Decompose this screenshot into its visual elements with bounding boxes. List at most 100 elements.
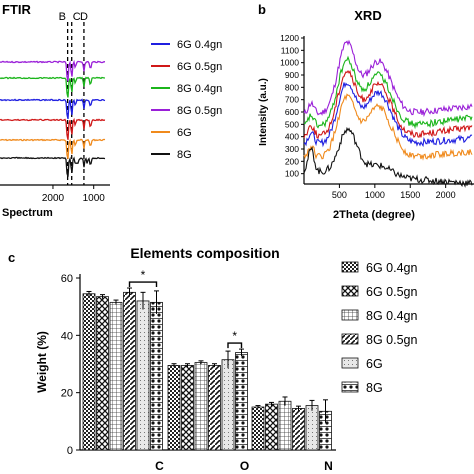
- xrd-y-tick-label: 1100: [281, 45, 300, 55]
- ftir-legend-label: 8G 0.5gn: [177, 105, 222, 117]
- legend-label: 6G 0.5gn: [366, 285, 417, 299]
- ftir-series-line: [0, 98, 106, 120]
- legend-swatch: [341, 333, 359, 345]
- significance-star: *: [141, 268, 146, 282]
- xrd-series-line: [303, 69, 473, 139]
- ftir-series-line: [0, 138, 106, 160]
- xrd-series-line: [303, 55, 473, 130]
- ftir-legend-label: 6G 0.4gn: [177, 39, 222, 51]
- elements-y-tick-label: 60: [61, 273, 73, 285]
- bar: [181, 365, 194, 451]
- xrd-y-tick-label: 300: [285, 144, 299, 154]
- ftir-series-line: [0, 117, 106, 140]
- elements-y-tick-label: 0: [67, 445, 73, 457]
- category-label: N: [324, 459, 333, 473]
- xrd-x-tick-label: 500: [332, 190, 347, 200]
- xrd-y-tick-label: 100: [285, 169, 299, 179]
- xrd-y-label: Intensity (a.u.): [258, 78, 269, 146]
- ftir-legend-label: 6G: [177, 127, 192, 139]
- xrd-y-tick-label: 400: [285, 132, 299, 142]
- elements-significance: **: [128, 268, 243, 349]
- bar: [251, 406, 265, 451]
- xrd-series-line: [303, 93, 473, 161]
- bar: [265, 403, 278, 451]
- xrd-y-tick-label: 900: [285, 70, 299, 80]
- panel-c-label: c: [8, 250, 15, 265]
- legend-swatch: [341, 381, 359, 393]
- bar: [123, 291, 136, 451]
- legend-swatch: [341, 357, 359, 369]
- ftir-x-label: Spectrum: [2, 207, 53, 219]
- significance-star: *: [232, 329, 237, 343]
- ftir-series-line: [0, 156, 106, 177]
- significance-bracket: [227, 342, 243, 349]
- xrd-panel: b XRD 100 200 300 400 500 600 700 800 900 1000 110…: [258, 2, 474, 221]
- ftir-legend-label: 8G: [177, 149, 192, 161]
- bar: [208, 365, 221, 451]
- xrd-title: XRD: [354, 8, 381, 23]
- legend-label: 8G 0.5gn: [366, 333, 417, 347]
- bar: [278, 400, 292, 451]
- xrd-y-ticks: 100 200 300 400 500 600 700 800 900 1000 1100 1200: [280, 33, 304, 179]
- xrd-series-line: [303, 39, 473, 118]
- bar: [109, 301, 123, 451]
- ftir-x-tick-label: 2000: [42, 193, 65, 204]
- ftir-series-lines: [0, 59, 106, 177]
- xrd-x-tick-label: 1500: [400, 190, 420, 200]
- bar: [194, 362, 208, 451]
- elements-y-ticks: 0 20 40 60: [61, 273, 80, 457]
- ftir-x-ticks: 2000 1000: [42, 185, 105, 204]
- bar: [136, 300, 150, 451]
- xrd-y-tick-label: 700: [285, 95, 299, 105]
- elements-bars: [82, 287, 332, 451]
- ftir-marker-label: B: [59, 11, 66, 23]
- bar: [96, 296, 109, 451]
- xrd-y-tick-label: 200: [285, 156, 299, 166]
- bar: [82, 293, 96, 451]
- elements-y-label: Weight (%): [35, 331, 49, 393]
- legend-label: 6G 0.4gn: [366, 261, 417, 275]
- elements-title: Elements composition: [130, 245, 279, 261]
- legend-label: 8G: [366, 381, 383, 395]
- ftir-x-tick-label: 1000: [83, 193, 106, 204]
- xrd-x-ticks: 500 1000 1500 2000: [332, 184, 456, 200]
- xrd-y-tick-label: 600: [285, 107, 299, 117]
- ftir-series-line: [0, 76, 106, 98]
- xrd-y-tick-label: 1000: [280, 58, 299, 68]
- elements-y-tick-label: 20: [61, 388, 73, 400]
- bar: [150, 301, 163, 451]
- legend-swatch: [341, 285, 359, 297]
- xrd-series-line: [303, 82, 473, 148]
- category-label: O: [240, 459, 249, 473]
- xrd-x-tick-label: 1000: [365, 190, 385, 200]
- elements-legend: 6G 0.4gn 6G 0.5gn 8G 0.4gn 8G 0.5gn 6G 8G: [341, 261, 417, 395]
- xrd-series-lines: [303, 39, 473, 188]
- category-label: C: [155, 459, 164, 473]
- bar: [305, 405, 319, 451]
- elements-y-tick-label: 40: [61, 330, 73, 342]
- ftir-marker-label: D: [80, 11, 88, 23]
- xrd-y-tick-label: 500: [285, 119, 299, 129]
- legend-label: 8G 0.4gn: [366, 309, 417, 323]
- ftir-marker-label: C: [73, 11, 81, 23]
- ftir-series-line: [0, 59, 106, 82]
- bar: [221, 359, 235, 451]
- legend-label: 6G: [366, 357, 383, 371]
- ftir-legend-label: 6G 0.5gn: [177, 61, 222, 73]
- bar: [292, 408, 305, 451]
- legend-swatch: [341, 309, 359, 321]
- xrd-y-tick-label: 1200: [280, 33, 299, 43]
- panel-b-label: b: [258, 2, 266, 17]
- xrd-y-tick-label: 800: [285, 82, 299, 92]
- xrd-x-tick-label: 2000: [436, 190, 456, 200]
- bar: [167, 365, 181, 451]
- xrd-x-label: 2Theta (degree): [333, 209, 415, 221]
- ftir-title: FTIR: [2, 2, 31, 17]
- legend-swatch: [341, 261, 359, 273]
- xrd-series-line: [303, 126, 473, 188]
- bar: [235, 352, 248, 451]
- ftir-legend: 6G 0.4gn 6G 0.5gn 8G 0.4gn 8G 0.5gn 6G 8G: [151, 39, 222, 161]
